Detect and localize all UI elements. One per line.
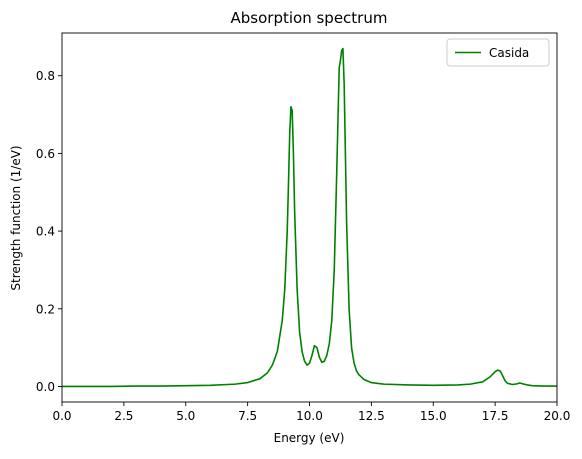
x-tick-label: 20.0 [544, 409, 571, 423]
x-tick-label: 7.5 [238, 409, 257, 423]
legend-label-casida: Casida [489, 46, 529, 60]
y-tick-label: 0.4 [36, 225, 55, 239]
x-tick-label: 17.5 [482, 409, 509, 423]
legend: Casida [446, 38, 550, 67]
y-axis-label: Strength function (1/eV) [9, 145, 23, 290]
x-tick-label: 12.5 [358, 409, 385, 423]
axes: 0.0 2.5 5.0 7.5 10.0 12.5 15.0 17.5 20.0 0.0 0.2 0.… [36, 32, 571, 423]
y-tick-label: 0.6 [36, 147, 55, 161]
y-tick-label: 0.0 [36, 380, 55, 394]
y-tick-label: 0.8 [36, 69, 55, 83]
x-tick-label: 0.0 [52, 409, 71, 423]
plot-area [62, 47, 557, 388]
legend-box [446, 38, 550, 67]
x-tick-label: 10.0 [296, 409, 323, 423]
y-tick-label: 0.2 [36, 302, 55, 316]
series-line-casida [62, 47, 557, 388]
chart-title: Absorption spectrum [231, 9, 388, 27]
x-tick-label: 5.0 [176, 409, 195, 423]
x-tick-label: 2.5 [114, 409, 133, 423]
plot-frame [61, 32, 558, 403]
x-axis-label: Energy (eV) [274, 431, 345, 445]
x-tick-label: 15.0 [420, 409, 447, 423]
